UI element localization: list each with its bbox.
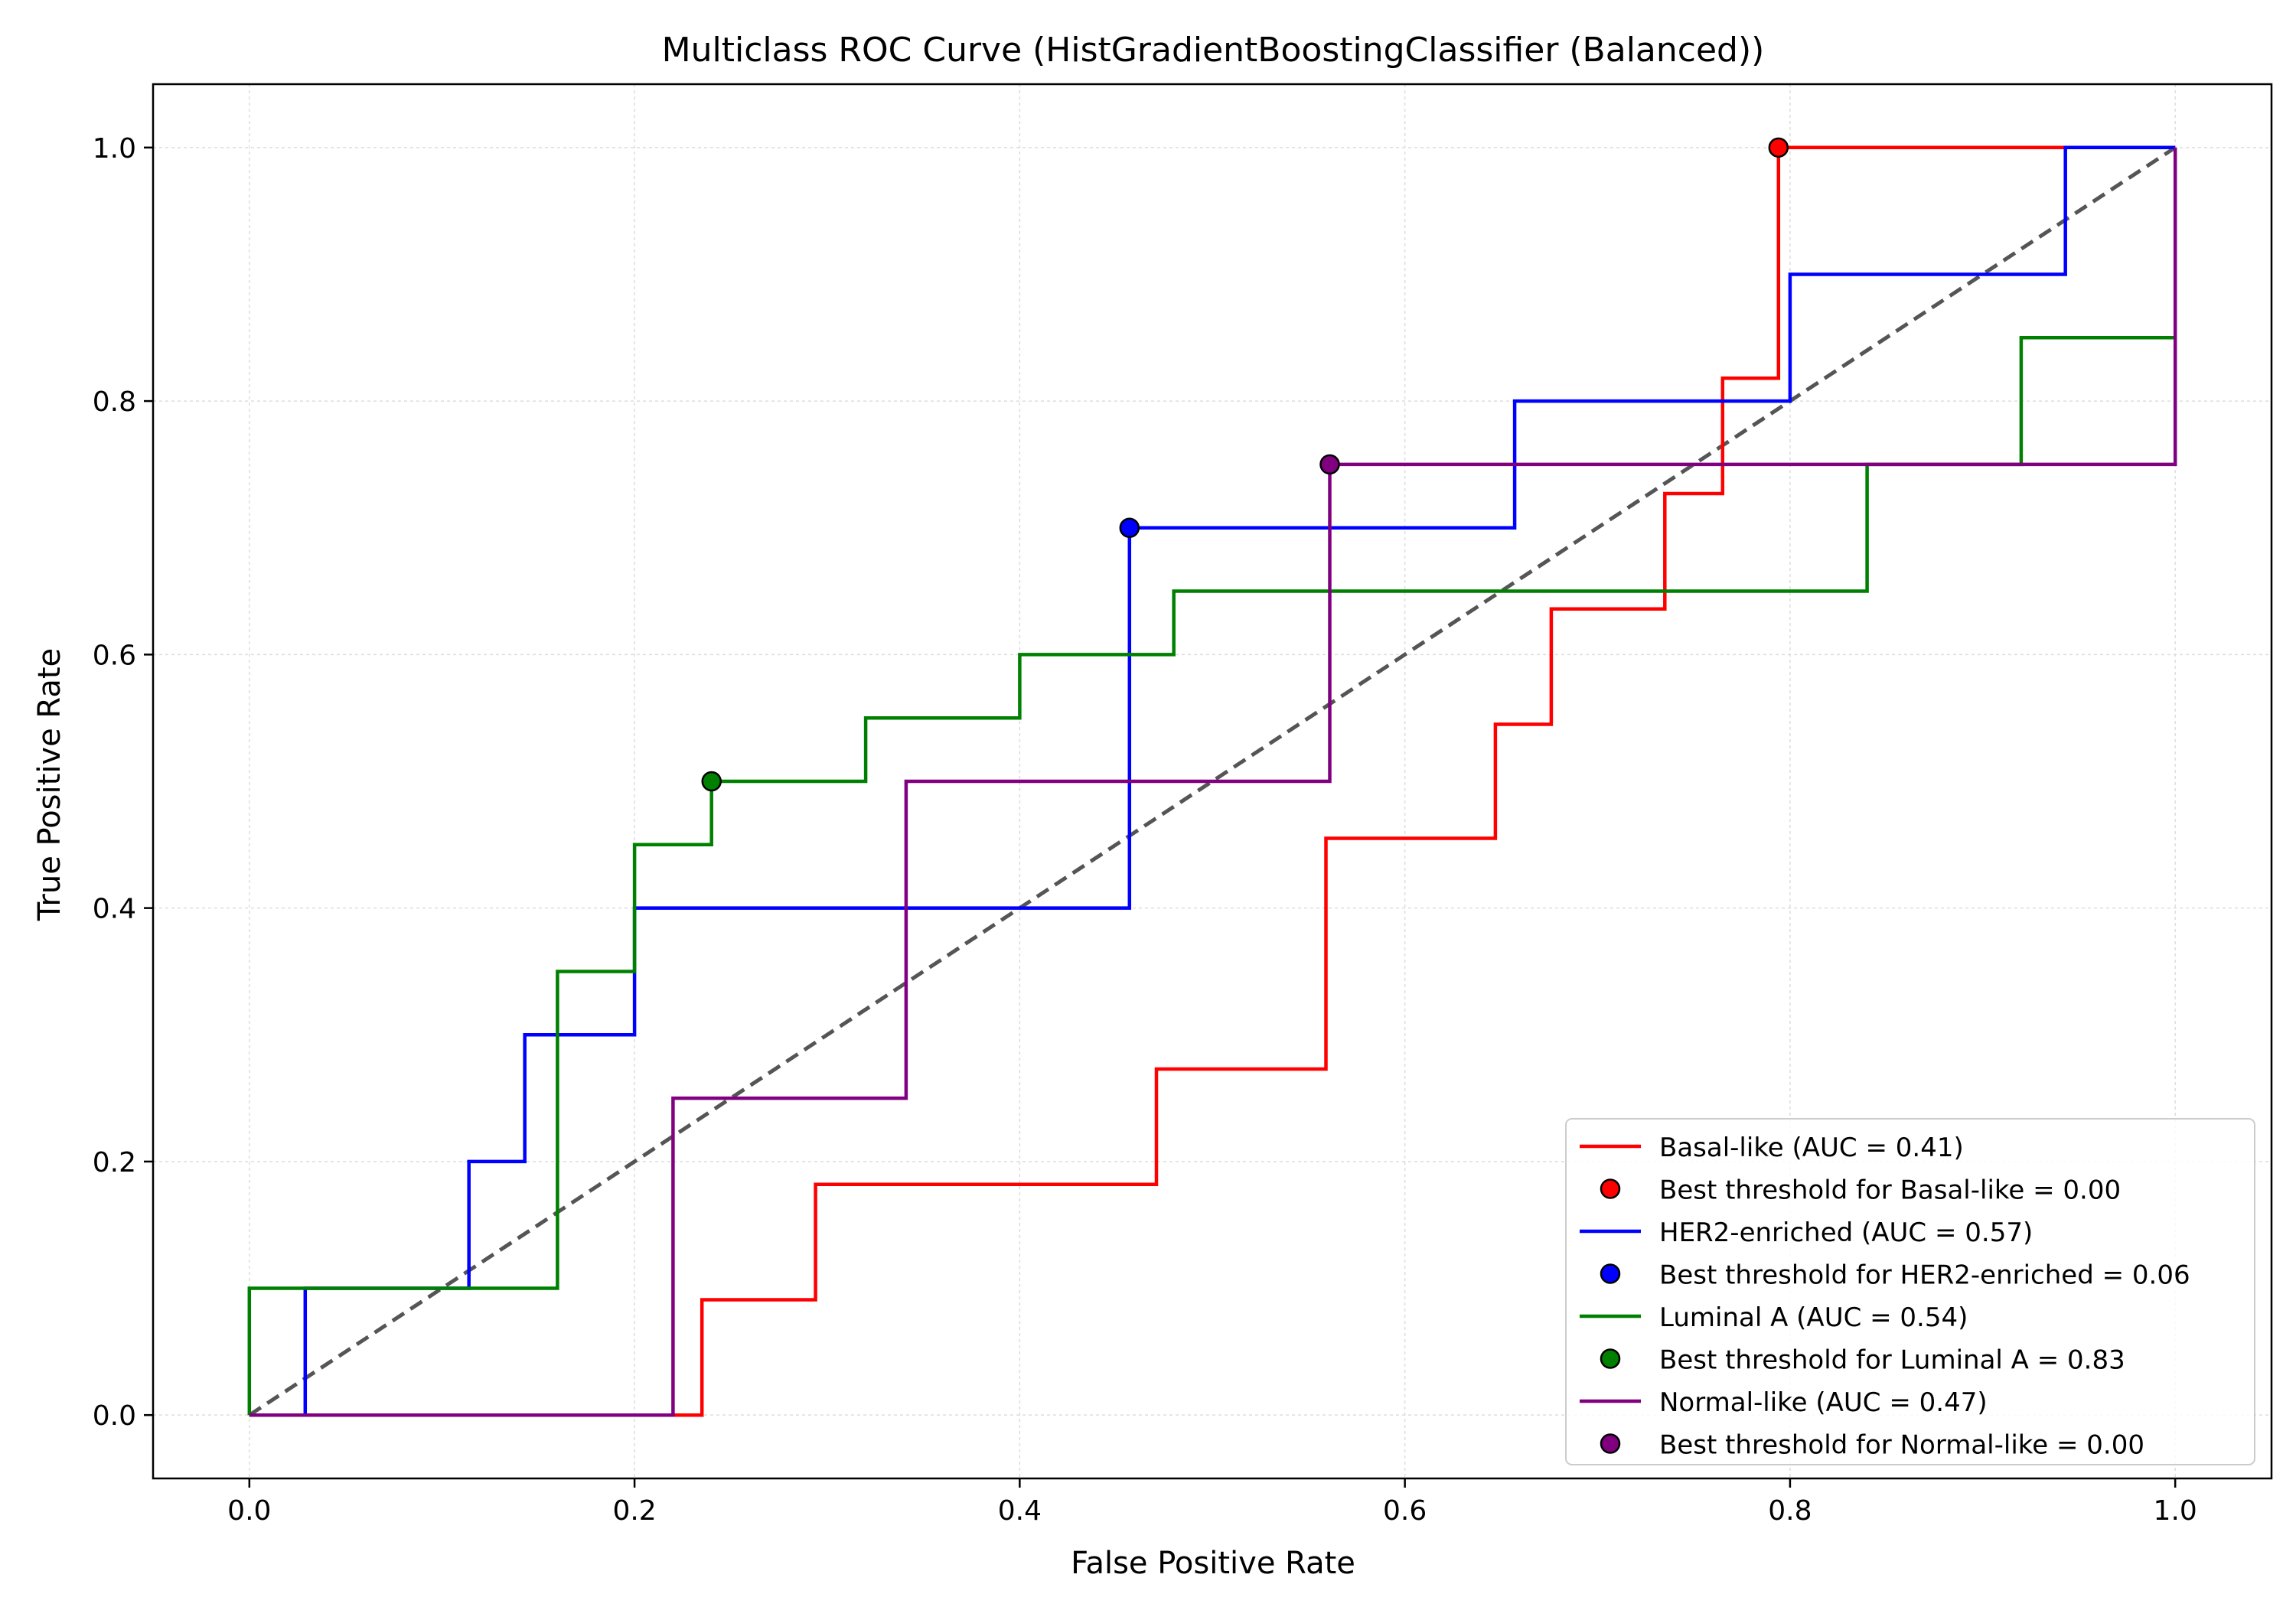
best-threshold-point-1 bbox=[1119, 517, 1140, 538]
y-axis-label: True Positive Rate bbox=[32, 648, 67, 921]
x-tick-label: 0.2 bbox=[612, 1495, 656, 1527]
legend-marker-swatch bbox=[1600, 1178, 1621, 1199]
x-tick-label: 0.4 bbox=[998, 1495, 1042, 1527]
y-tick-label: 0.8 bbox=[93, 386, 136, 418]
best-threshold-point-0 bbox=[1768, 137, 1789, 158]
legend-box bbox=[1565, 1118, 2255, 1465]
y-tick-label: 0.6 bbox=[93, 640, 136, 671]
roc-curve-series-3 bbox=[249, 147, 2177, 1417]
y-tick-label: 0.4 bbox=[93, 894, 136, 925]
legend-marker-swatch bbox=[1600, 1433, 1621, 1454]
chart-title: Multiclass ROC Curve (HistGradientBoosti… bbox=[662, 31, 1765, 70]
series-lines bbox=[247, 145, 2177, 1417]
axis-ticks: 0.0 0.2 0.4 0.6 0.8 1.0 0.0 0.2 0.4 0.6 0.8 1.0 bbox=[93, 133, 2197, 1527]
legend-marker-swatch bbox=[1600, 1263, 1621, 1284]
x-axis-label: False Positive Rate bbox=[1071, 1546, 1355, 1581]
legend-best-threshold-label: Best threshold for Luminal A = 0.83 bbox=[1659, 1345, 2125, 1376]
best-threshold-points bbox=[701, 137, 1789, 792]
legend-best-threshold-label: Best threshold for Normal-like = 0.00 bbox=[1659, 1430, 2144, 1461]
y-tick-label: 0.2 bbox=[93, 1147, 136, 1178]
legend: Basal-like (AUC = 0.41) Best threshold fo… bbox=[1565, 1118, 2255, 1465]
best-threshold-point-3 bbox=[1319, 454, 1340, 475]
legend-series-label: Luminal A (AUC = 0.54) bbox=[1659, 1302, 1968, 1333]
x-tick-label: 0.8 bbox=[1768, 1495, 1812, 1527]
x-tick-label: 1.0 bbox=[2154, 1495, 2197, 1527]
x-tick-label: 0.0 bbox=[227, 1495, 271, 1527]
y-tick-label: 1.0 bbox=[93, 133, 136, 165]
roc-curve-series-0 bbox=[249, 145, 2176, 1417]
x-tick-label: 0.6 bbox=[1383, 1495, 1427, 1527]
legend-marker-swatch bbox=[1600, 1348, 1621, 1369]
legend-best-threshold-label: Best threshold for Basal-like = 0.00 bbox=[1659, 1175, 2121, 1206]
legend-series-label: HER2-enriched (AUC = 0.57) bbox=[1659, 1217, 2033, 1248]
best-threshold-point-2 bbox=[701, 771, 722, 792]
legend-best-threshold-label: Best threshold for HER2-enriched = 0.06 bbox=[1659, 1260, 2190, 1291]
legend-series-label: Normal-like (AUC = 0.47) bbox=[1659, 1387, 1988, 1418]
y-tick-label: 0.0 bbox=[93, 1400, 136, 1432]
plot-frame bbox=[152, 83, 2273, 1480]
legend-series-label: Basal-like (AUC = 0.41) bbox=[1659, 1133, 1964, 1163]
